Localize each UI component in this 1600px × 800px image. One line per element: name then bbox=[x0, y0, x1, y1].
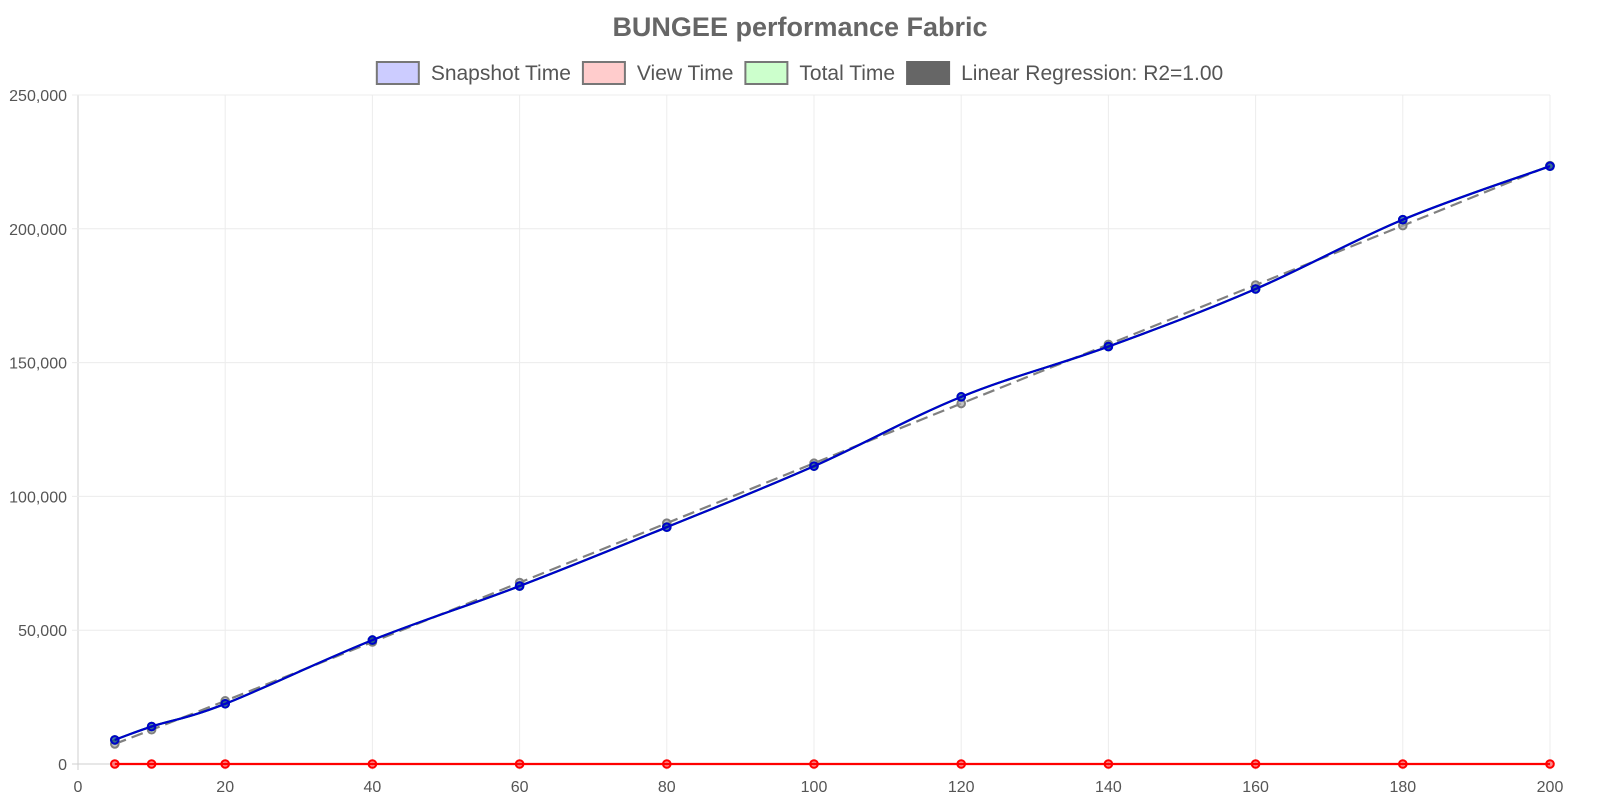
data-point bbox=[110, 759, 120, 769]
x-tick-label: 80 bbox=[658, 779, 676, 796]
y-tick-label: 150,000 bbox=[9, 356, 67, 373]
y-tick-label: 250,000 bbox=[9, 88, 67, 105]
legend-label: View Time bbox=[637, 62, 733, 85]
legend-item: Total Time bbox=[744, 61, 895, 85]
series-line bbox=[114, 164, 1551, 745]
series-line bbox=[114, 165, 1551, 741]
data-point bbox=[1398, 214, 1408, 225]
data-point bbox=[367, 635, 378, 645]
x-tick-label: 20 bbox=[216, 779, 234, 796]
data-point bbox=[662, 522, 672, 532]
legend: Snapshot Time View Time Total Time Linear R… bbox=[375, 61, 1223, 85]
data-point bbox=[514, 581, 525, 591]
data-point bbox=[956, 392, 967, 402]
x-tick-label: 60 bbox=[511, 779, 529, 796]
legend-swatch bbox=[744, 61, 789, 85]
y-tick-label: 0 bbox=[58, 757, 67, 774]
data-point bbox=[220, 698, 230, 709]
x-tick-label: 160 bbox=[1242, 779, 1269, 796]
x-tick-label: 180 bbox=[1389, 779, 1416, 796]
y-tick-label: 50,000 bbox=[18, 623, 67, 640]
x-tick-label: 0 bbox=[74, 779, 83, 796]
data-point bbox=[220, 759, 230, 769]
x-tick-label: 120 bbox=[948, 779, 975, 796]
data-point bbox=[1103, 341, 1114, 352]
x-tick-label: 40 bbox=[364, 779, 382, 796]
data-point bbox=[1103, 759, 1114, 769]
legend-item: Linear Regression: R2=1.00 bbox=[906, 61, 1223, 85]
axes: 0 20 40 60 80 100 120 140 160 180 200 0 50,000 100,00… bbox=[9, 88, 1563, 796]
legend-label: Snapshot Time bbox=[431, 62, 571, 85]
series-snapshot-time bbox=[110, 161, 1555, 745]
data-point bbox=[146, 721, 157, 732]
data-point bbox=[1250, 284, 1261, 294]
legend-label: Total Time bbox=[799, 62, 895, 85]
x-tick-label: 140 bbox=[1095, 779, 1122, 796]
x-tick-label: 200 bbox=[1537, 779, 1564, 796]
data-point bbox=[809, 759, 819, 769]
data-point bbox=[146, 759, 157, 769]
data-point bbox=[1545, 161, 1555, 171]
data-point bbox=[1398, 759, 1408, 769]
series-view-time bbox=[110, 759, 1555, 769]
x-tick-label: 100 bbox=[801, 779, 828, 796]
legend-swatch bbox=[375, 61, 420, 85]
y-tick-label: 200,000 bbox=[9, 222, 67, 239]
data-point bbox=[809, 461, 819, 471]
y-tick-label: 100,000 bbox=[9, 489, 67, 506]
data-point bbox=[662, 759, 672, 769]
data-point bbox=[956, 759, 967, 769]
chart-title: BUNGEE performance Fabric bbox=[612, 12, 987, 42]
legend-label: Linear Regression: R2=1.00 bbox=[961, 62, 1223, 85]
legend-swatch bbox=[906, 61, 951, 85]
data-point bbox=[367, 759, 378, 769]
legend-item: View Time bbox=[581, 61, 733, 85]
data-point bbox=[1250, 759, 1261, 769]
data-point bbox=[514, 759, 525, 769]
legend-swatch bbox=[581, 61, 626, 85]
grid bbox=[72, 94, 1551, 770]
legend-item: Snapshot Time bbox=[375, 61, 571, 85]
data-point bbox=[1545, 759, 1555, 769]
plot-area bbox=[110, 160, 1555, 769]
data-point bbox=[110, 735, 120, 745]
